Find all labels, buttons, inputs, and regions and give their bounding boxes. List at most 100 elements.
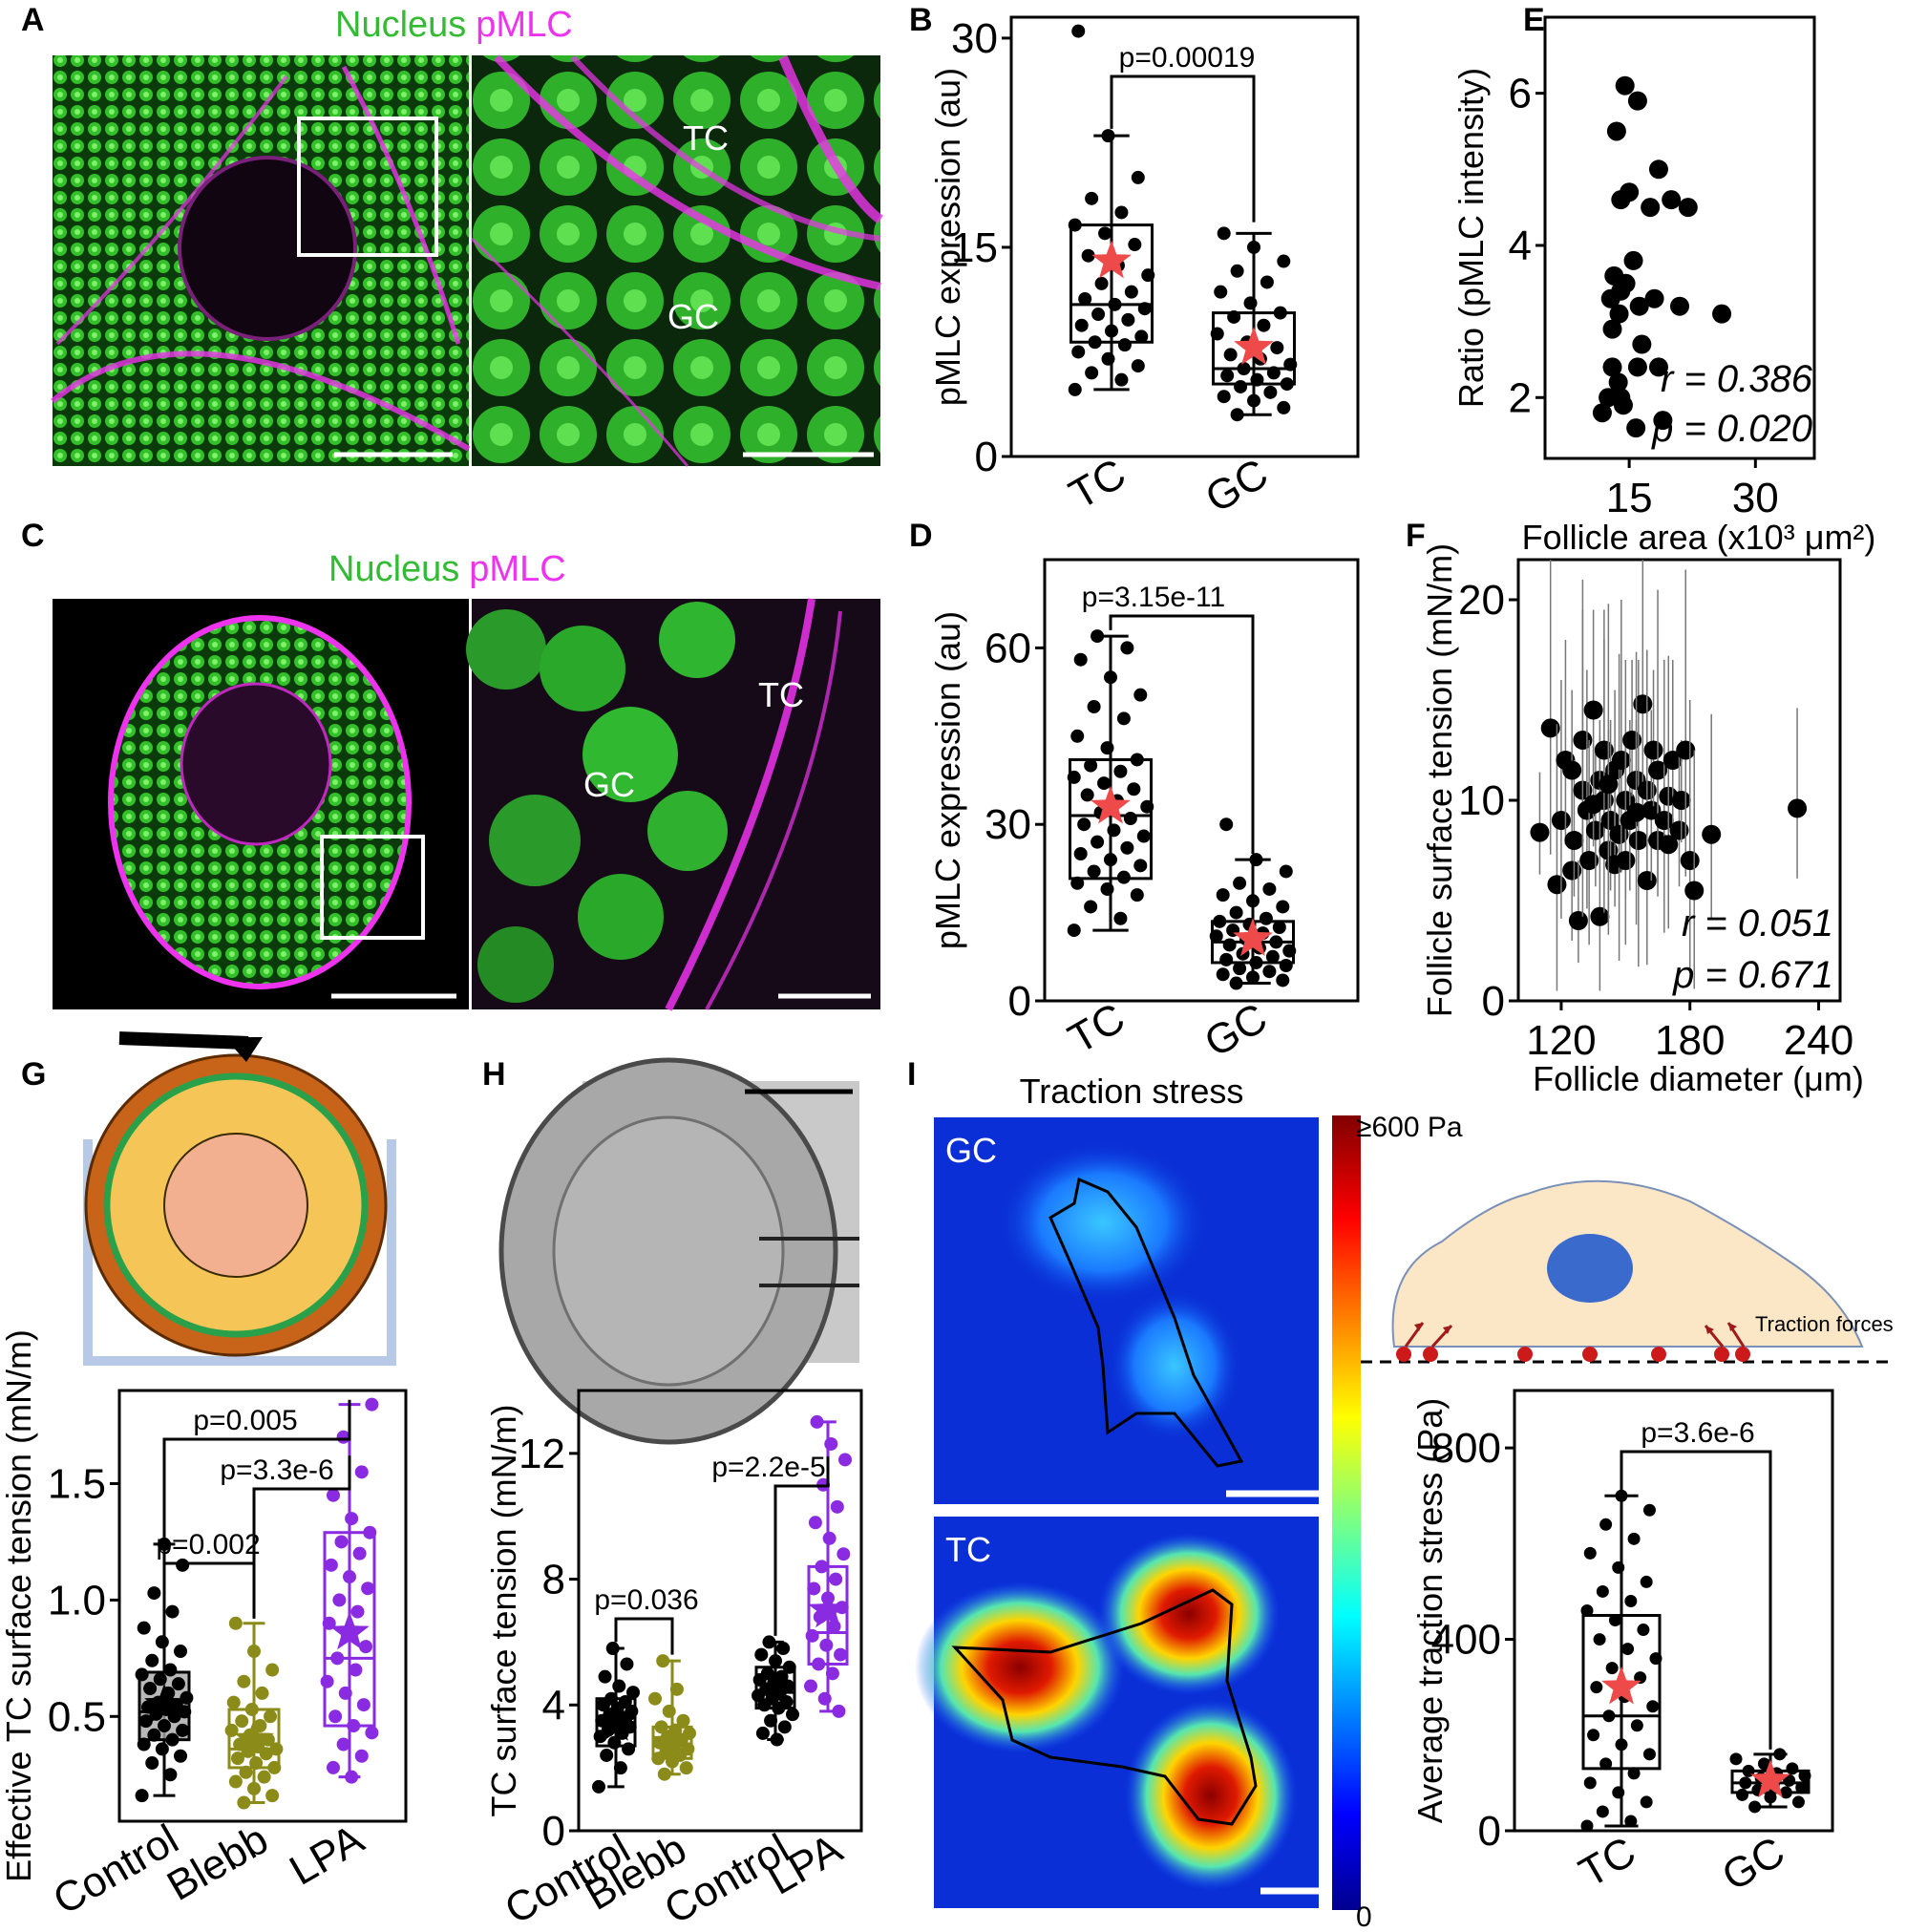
data-point bbox=[1791, 1795, 1805, 1809]
data-point bbox=[1684, 881, 1705, 901]
data-point bbox=[1590, 1681, 1603, 1694]
data-point bbox=[1653, 411, 1673, 431]
data-point bbox=[1091, 308, 1106, 322]
plot-frame bbox=[1543, 15, 1816, 460]
data-point bbox=[1609, 824, 1629, 844]
data-point bbox=[165, 1604, 180, 1619]
data-point bbox=[1229, 976, 1243, 990]
data-point bbox=[810, 1414, 824, 1429]
colorbar-min-label: 0 bbox=[1356, 1901, 1372, 1932]
data-point bbox=[1128, 238, 1142, 252]
micrograph-c bbox=[53, 598, 880, 1011]
data-point bbox=[834, 1647, 848, 1662]
data-point bbox=[1234, 379, 1248, 393]
panel-a-title: Nucleus pMLC bbox=[335, 5, 573, 45]
data-point bbox=[764, 1713, 778, 1728]
y-tick-label: 800 bbox=[1431, 1425, 1501, 1472]
data-point bbox=[1246, 970, 1260, 985]
cell-schematic bbox=[1361, 1179, 1895, 1364]
data-point bbox=[1081, 248, 1095, 263]
data-point bbox=[264, 1709, 278, 1724]
data-point bbox=[1623, 250, 1643, 270]
title-pmlc: pMLC bbox=[476, 5, 572, 45]
data-point bbox=[1249, 853, 1263, 867]
data-point bbox=[1564, 831, 1584, 850]
data-point bbox=[349, 1663, 363, 1677]
traction-map-gc bbox=[934, 1117, 1321, 1504]
title-nucleus: Nucleus bbox=[335, 5, 466, 45]
data-point bbox=[1786, 1762, 1799, 1775]
data-point bbox=[1078, 291, 1092, 306]
x-tick-label: 180 bbox=[1655, 1017, 1725, 1064]
data-point bbox=[612, 1679, 626, 1693]
data-point bbox=[618, 1694, 632, 1709]
data-point bbox=[1133, 859, 1148, 873]
data-point bbox=[1641, 198, 1661, 218]
data-point bbox=[754, 1647, 769, 1662]
mean-star bbox=[1750, 1759, 1790, 1798]
data-point bbox=[1121, 312, 1135, 327]
data-point bbox=[1580, 1819, 1594, 1833]
y-tick-label: 15 bbox=[951, 224, 998, 271]
data-point bbox=[137, 1621, 151, 1635]
data-point bbox=[1276, 900, 1290, 914]
plot-frame bbox=[1516, 558, 1842, 1003]
data-point bbox=[1562, 760, 1582, 780]
traction-map-tc bbox=[915, 1517, 1321, 1908]
data-point bbox=[1210, 327, 1224, 341]
y-tick-label: 8 bbox=[542, 1557, 565, 1603]
data-point bbox=[1611, 751, 1631, 770]
data-point bbox=[1077, 817, 1091, 832]
data-point bbox=[1613, 395, 1633, 415]
data-point bbox=[1265, 949, 1280, 964]
data-point bbox=[1246, 894, 1260, 908]
data-point bbox=[1277, 400, 1291, 414]
data-point bbox=[1644, 288, 1664, 308]
x-category-label: GC bbox=[1197, 450, 1276, 521]
x-category-label: GC bbox=[1714, 1828, 1792, 1900]
data-point bbox=[1130, 888, 1144, 902]
data-point bbox=[1094, 276, 1109, 290]
micrograph-a bbox=[51, 54, 884, 467]
y-tick-label: 30 bbox=[985, 801, 1031, 848]
x-category-label: TC bbox=[1062, 450, 1133, 519]
y-axis-label: pMLC expression (au) bbox=[928, 611, 967, 949]
data-point bbox=[1609, 304, 1629, 324]
data-point bbox=[1120, 840, 1134, 855]
data-point bbox=[1113, 764, 1128, 778]
data-point bbox=[1213, 914, 1227, 928]
p-value-label: p=0.005 bbox=[193, 1405, 297, 1436]
data-point bbox=[1627, 1532, 1641, 1545]
significance-bracket bbox=[162, 1399, 351, 1538]
data-point bbox=[1214, 285, 1228, 299]
data-point bbox=[1593, 1633, 1606, 1646]
data-point bbox=[1630, 1719, 1643, 1732]
data-point bbox=[1646, 1700, 1660, 1713]
y-tick-label: 10 bbox=[1458, 777, 1505, 824]
data-point bbox=[1100, 881, 1114, 896]
data-point bbox=[1084, 900, 1098, 914]
data-point bbox=[1748, 1800, 1762, 1814]
data-point bbox=[1097, 776, 1112, 791]
x-category-label: LPA bbox=[282, 1815, 371, 1895]
data-point bbox=[237, 1674, 251, 1688]
data-point bbox=[1642, 1748, 1656, 1761]
data-point bbox=[770, 1732, 784, 1747]
data-point bbox=[1108, 297, 1122, 311]
data-point bbox=[230, 1752, 244, 1766]
data-point bbox=[247, 1781, 261, 1795]
data-point bbox=[244, 1702, 259, 1716]
x-category-label: TC bbox=[1572, 1828, 1643, 1897]
data-point bbox=[1120, 641, 1134, 655]
data-point bbox=[1798, 1769, 1811, 1782]
colorbar bbox=[1332, 1115, 1361, 1910]
data-point bbox=[165, 1732, 180, 1747]
data-point bbox=[669, 1682, 684, 1696]
data-point bbox=[1088, 335, 1102, 350]
data-point bbox=[1592, 403, 1612, 423]
data-point bbox=[1590, 906, 1610, 926]
data-point bbox=[1669, 820, 1689, 840]
data-point bbox=[1627, 1767, 1641, 1780]
significance-bracket bbox=[773, 1456, 830, 1636]
significance-bracket bbox=[1620, 1450, 1772, 1750]
